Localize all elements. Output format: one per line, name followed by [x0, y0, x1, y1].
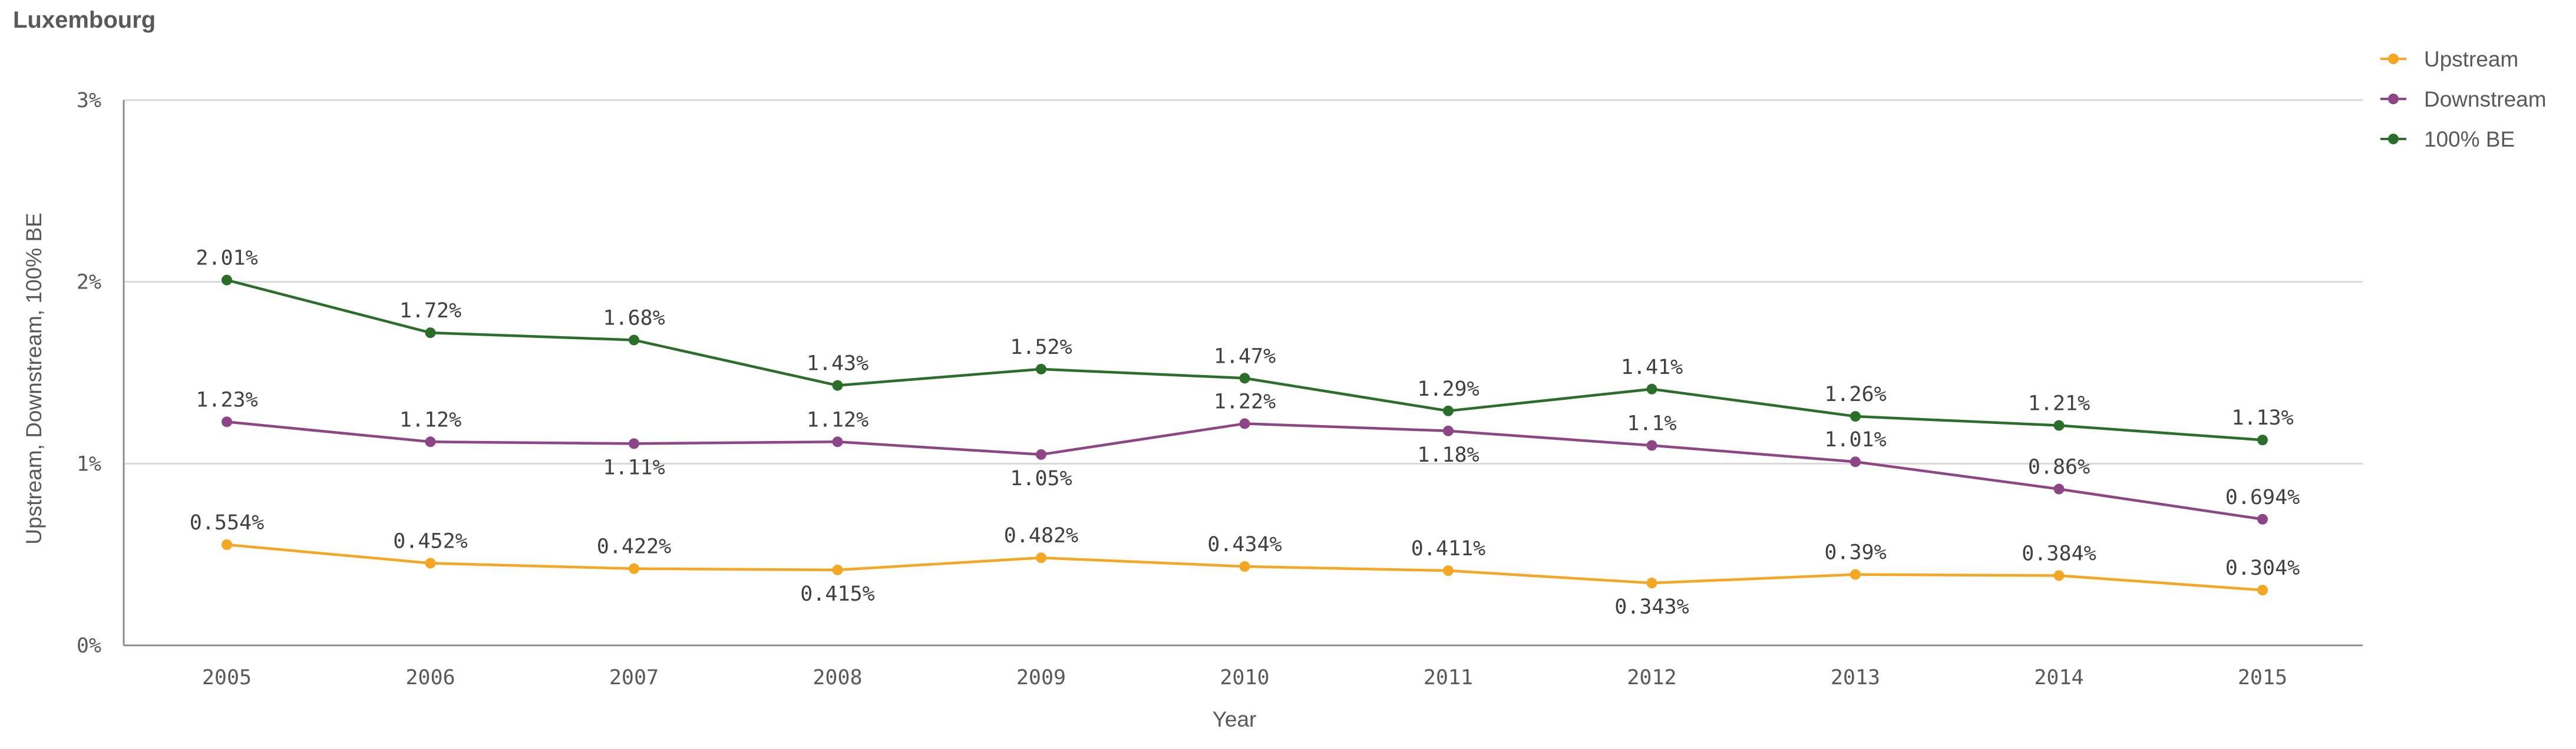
- data-label: 1.52%: [1010, 336, 1072, 359]
- data-point: [425, 558, 436, 569]
- data-label: 0.434%: [1207, 533, 1282, 556]
- data-label: 0.415%: [800, 582, 874, 606]
- data-point: [222, 416, 232, 427]
- x-tick-label: 2013: [1831, 666, 1880, 690]
- data-label: 1.41%: [1621, 356, 1683, 379]
- data-label: 2.01%: [196, 247, 257, 270]
- x-tick-label: 2014: [2034, 666, 2083, 690]
- data-point: [425, 327, 436, 339]
- y-tick-label: 3%: [77, 89, 101, 112]
- x-tick-label: 2009: [1016, 666, 1066, 690]
- data-point: [425, 436, 436, 448]
- data-label: 0.554%: [190, 511, 264, 535]
- data-point: [1646, 440, 1657, 451]
- data-label: 1.12%: [807, 408, 868, 432]
- data-label: 0.343%: [1614, 595, 1689, 619]
- legend-marker: [2388, 134, 2399, 144]
- x-tick-label: 2012: [1627, 666, 1676, 690]
- data-point: [629, 563, 639, 574]
- data-point: [1239, 418, 1250, 429]
- data-point: [222, 274, 232, 286]
- data-point: [1036, 552, 1046, 564]
- data-label: 1.29%: [1417, 377, 1479, 401]
- series-line-downstream: [226, 420, 2263, 521]
- x-tick-label: 2011: [1424, 666, 1473, 690]
- data-label: 1.43%: [807, 352, 868, 376]
- data-label: 1.26%: [1824, 383, 1886, 406]
- x-tick-label: 2010: [1220, 666, 1269, 690]
- chart-title: Luxembourg: [13, 7, 156, 33]
- y-tick-label: 0%: [77, 634, 101, 658]
- data-label: 1.21%: [2028, 392, 2090, 416]
- data-point: [2257, 513, 2268, 525]
- data-point: [1443, 565, 1454, 576]
- data-label: 1.72%: [399, 299, 461, 323]
- data-label: 0.384%: [2022, 542, 2096, 565]
- data-label: 0.39%: [1824, 541, 1886, 565]
- data-label: 1.47%: [1214, 344, 1276, 368]
- data-label: 1.18%: [1417, 443, 1479, 467]
- data-point: [832, 380, 843, 391]
- data-label: 1.23%: [196, 388, 257, 412]
- y-tick-label: 1%: [77, 452, 101, 476]
- data-label: 0.422%: [597, 535, 671, 559]
- data-point: [1239, 373, 1250, 384]
- legend-marker: [2388, 54, 2399, 64]
- data-point: [1850, 456, 1861, 468]
- legend-label-downstream: Downstream: [2424, 87, 2547, 111]
- data-point: [1443, 425, 1454, 436]
- data-point: [1036, 449, 1046, 460]
- data-label: 1.11%: [603, 456, 665, 479]
- y-axis-title: Upstream, Downstream, 100% BE: [22, 213, 46, 544]
- data-point: [1443, 405, 1454, 416]
- data-label: 0.411%: [1411, 537, 1485, 561]
- data-label: 0.694%: [2225, 486, 2300, 509]
- data-point: [832, 436, 843, 448]
- y-tick-label: 2%: [77, 271, 101, 294]
- data-point: [629, 438, 639, 449]
- data-point: [2053, 420, 2065, 431]
- data-point: [1850, 569, 1861, 580]
- data-point: [1646, 383, 1657, 395]
- data-point: [1239, 561, 1250, 572]
- data-label: 1.13%: [2231, 406, 2293, 430]
- data-point: [2257, 585, 2268, 596]
- x-tick-label: 2007: [609, 666, 659, 690]
- x-axis-title: Year: [1213, 707, 1257, 731]
- data-point: [1646, 578, 1657, 589]
- data-label: 0.304%: [2225, 556, 2300, 580]
- data-label: 1.1%: [1627, 412, 1676, 435]
- data-label: 1.05%: [1010, 467, 1072, 491]
- data-point: [2053, 570, 2065, 581]
- data-label: 1.22%: [1214, 390, 1276, 413]
- data-label: 1.01%: [1824, 428, 1886, 452]
- data-point: [2053, 483, 2065, 495]
- legend-label-upstream: Upstream: [2424, 47, 2518, 71]
- x-tick-label: 2008: [813, 666, 862, 690]
- data-label: 1.12%: [399, 408, 461, 432]
- x-tick-label: 2005: [202, 666, 252, 690]
- data-point: [2257, 435, 2268, 446]
- data-point: [832, 564, 843, 575]
- x-tick-label: 2015: [2238, 666, 2287, 690]
- data-label: 0.482%: [1004, 524, 1078, 548]
- legend-label-100-be: 100% BE: [2424, 127, 2515, 151]
- data-point: [1036, 363, 1046, 374]
- data-label: 1.68%: [603, 306, 665, 330]
- data-label: 0.86%: [2028, 456, 2090, 479]
- legend-marker: [2388, 94, 2399, 104]
- x-tick-label: 2006: [405, 666, 455, 690]
- data-point: [1850, 411, 1861, 422]
- data-point: [629, 334, 639, 346]
- data-point: [222, 539, 232, 550]
- data-label: 0.452%: [393, 529, 467, 553]
